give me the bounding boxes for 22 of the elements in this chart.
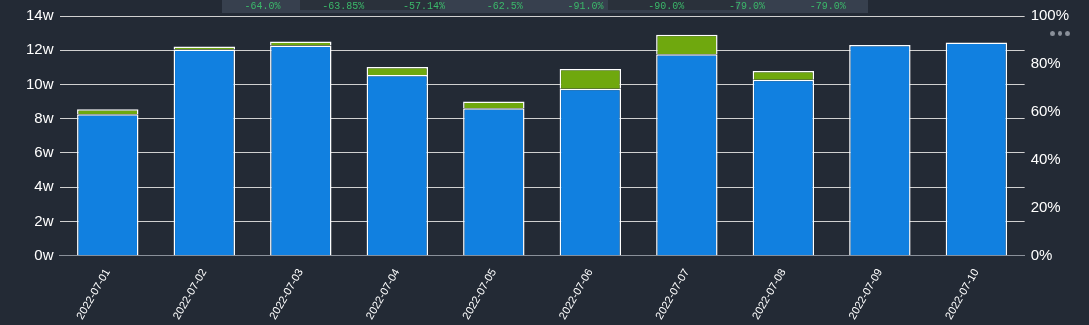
text: -90.0%: [648, 1, 685, 13]
y-tick-label: 0w: [34, 245, 54, 263]
y2-tick-label: 40%: [1030, 149, 1061, 167]
y2-tick-label: 100%: [1030, 6, 1070, 24]
text: -63.85%: [322, 1, 365, 13]
y-tick-label: 12w: [25, 40, 54, 58]
y-tick-label: 8w: [34, 108, 54, 126]
y-tick-label: 4w: [34, 177, 54, 195]
y2-tick-label: 20%: [1030, 197, 1061, 215]
y-tick-label: 14w: [25, 6, 54, 24]
y2-tick-label: 0%: [1030, 245, 1053, 263]
text: -64.0%: [244, 1, 281, 13]
text: -62.5%: [486, 1, 523, 13]
y-tick-label: 2w: [34, 211, 54, 229]
y-tick-label: 10w: [25, 74, 54, 92]
y2-tick-label: 80%: [1030, 54, 1061, 72]
y2-tick-label: 60%: [1030, 102, 1061, 120]
text: -57.14%: [402, 1, 445, 13]
text: -91.0%: [567, 1, 604, 13]
text: -79.0%: [728, 1, 765, 13]
text: -79.0%: [809, 1, 846, 13]
y-tick-label: 6w: [34, 143, 54, 161]
